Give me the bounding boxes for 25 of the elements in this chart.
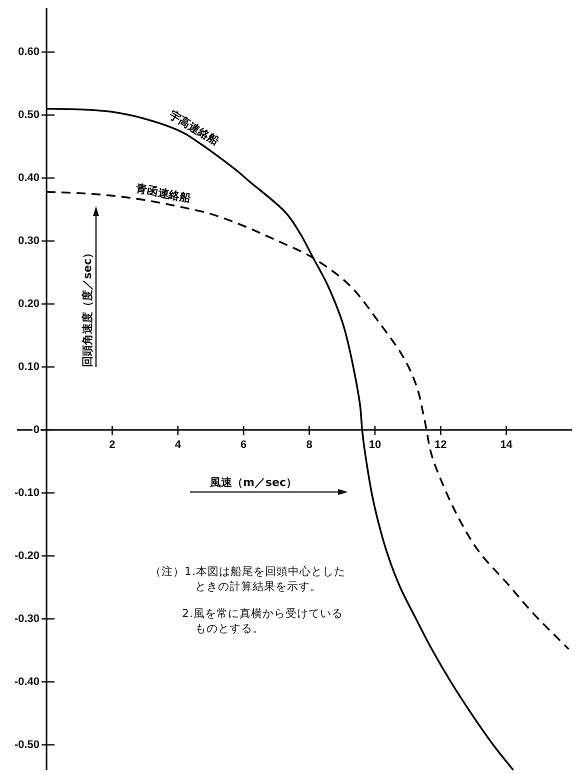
- text: 青函連絡船: [134, 182, 192, 205]
- x-tick-label: 14: [500, 438, 514, 451]
- y-tick-label: 0.20: [18, 298, 40, 310]
- y-tick-label: -0.40: [14, 676, 40, 688]
- annotation: （注）1.本図は船尾を回頭中心としたときの計算結果を示す。: [150, 564, 346, 594]
- x-tick-label: 10: [368, 438, 382, 451]
- y-axis-title: 回頭角速度（度／sec）: [81, 247, 94, 367]
- y-tick-label: 0.40: [18, 172, 40, 184]
- x-axis-title: 風速（m／sec）: [209, 476, 297, 489]
- x-tick-label: 2: [109, 438, 116, 451]
- y-tick-label: 0.50: [18, 109, 40, 122]
- x-tick-label: 12: [434, 438, 447, 451]
- text: 宇高連絡船: [167, 108, 221, 148]
- y-tick-label: -0.50: [14, 738, 40, 751]
- y-tick-label: 0.30: [18, 235, 40, 248]
- y-tick-label: 0.60: [18, 46, 40, 58]
- y-tick-label: -0.20: [14, 550, 40, 562]
- y-tick-label: -0.30: [14, 612, 40, 625]
- x-tick-label: 4: [174, 438, 182, 451]
- y-tick-label: -0.10: [14, 486, 40, 499]
- y-tick-label: 0.10: [18, 360, 40, 373]
- x-tick-label: 8: [306, 438, 312, 451]
- x-tick-label: 6: [240, 438, 247, 451]
- y-tick-label: 0: [33, 424, 40, 436]
- annotation: 2.風を常に真横から受けているものとする。: [182, 606, 344, 636]
